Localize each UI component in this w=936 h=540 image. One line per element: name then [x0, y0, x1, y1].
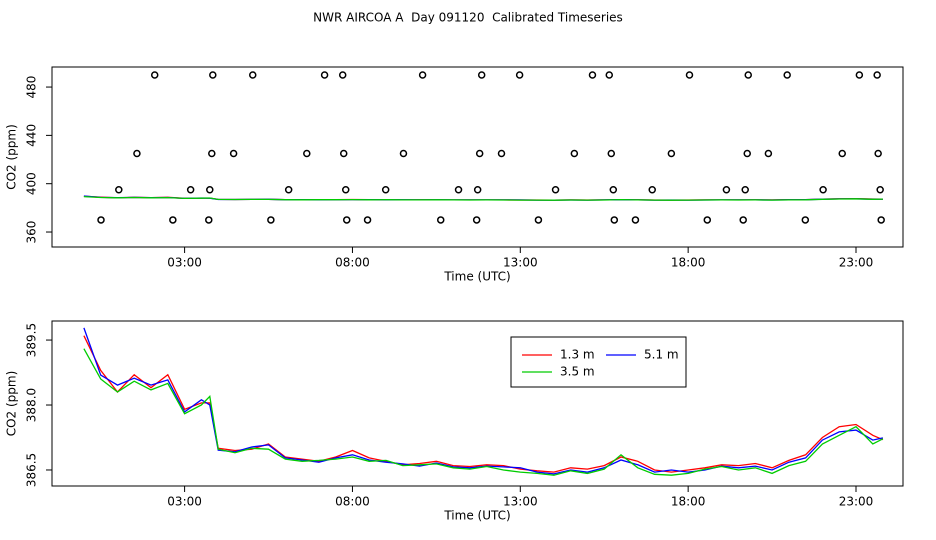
flag-point	[764, 149, 773, 158]
chart-title: NWR AIRCOA A Day 091120 Calibrated Times…	[313, 11, 623, 25]
y-tick-label: 389.5	[25, 323, 39, 357]
flag-point	[208, 149, 216, 158]
flag-point	[206, 185, 214, 194]
y-tick-label: 360	[25, 221, 39, 244]
flag-point	[570, 149, 579, 158]
flag-point	[515, 71, 524, 79]
flag-point	[648, 185, 656, 194]
x-tick-label: 03:00	[167, 495, 202, 509]
flag-point	[338, 71, 347, 79]
x-axis-label: Time (UTC)	[443, 509, 510, 523]
flag-point	[610, 216, 619, 224]
y-axis-label: CO2 (ppm)	[5, 124, 19, 190]
flag-point	[497, 149, 506, 158]
flag-point	[341, 185, 350, 194]
flag-point	[169, 216, 177, 224]
y-tick-label: 400	[25, 172, 39, 195]
series-line	[83, 327, 884, 475]
flag-point	[473, 185, 482, 194]
flag-point	[248, 71, 257, 79]
y-tick-label: 386.5	[25, 453, 39, 487]
flag-point	[685, 71, 694, 79]
flag-point	[475, 149, 484, 158]
flag-point	[97, 216, 105, 224]
x-tick-label: 23:00	[839, 256, 874, 270]
y-tick-label: 480	[25, 76, 39, 99]
series-line	[83, 195, 883, 201]
series-line	[83, 348, 884, 476]
flag-point	[588, 71, 597, 79]
flag-point	[609, 185, 618, 194]
plot-frame	[51, 320, 904, 487]
flag-point	[801, 216, 810, 224]
flag-point	[607, 149, 616, 158]
flag-point	[838, 149, 846, 158]
flag-point	[342, 216, 351, 224]
y-axis-label: CO2 (ppm)	[5, 371, 19, 437]
flag-point	[477, 71, 486, 79]
flag-point	[534, 216, 543, 224]
y-tick-label: 388.0	[25, 388, 39, 422]
x-tick-label: 13:00	[503, 256, 538, 270]
plot-frame	[51, 66, 904, 248]
flag-point	[605, 71, 614, 79]
flag-point	[744, 71, 752, 79]
flag-point	[551, 185, 560, 194]
flag-point	[150, 71, 159, 79]
flag-point	[399, 149, 408, 158]
flag-point	[320, 71, 329, 79]
flag-point	[363, 216, 372, 224]
flag-point	[783, 71, 791, 79]
y-tick-label: 440	[25, 124, 39, 147]
x-tick-label: 03:00	[167, 256, 202, 270]
flag-point	[339, 149, 348, 158]
flag-point	[436, 216, 445, 224]
flag-point	[739, 216, 747, 224]
flag-point	[303, 149, 311, 158]
flag-point	[229, 149, 238, 158]
flag-point	[267, 216, 275, 224]
legend-label: 5.1 m	[644, 348, 679, 362]
flag-point	[209, 71, 217, 79]
flag-point	[703, 216, 712, 224]
x-tick-label: 08:00	[335, 495, 370, 509]
x-axis-label: Time (UTC)	[443, 270, 510, 284]
flag-point	[133, 149, 141, 158]
flag-point	[418, 71, 427, 79]
x-tick-label: 23:00	[839, 495, 874, 509]
x-tick-label: 18:00	[671, 256, 706, 270]
x-tick-label: 08:00	[335, 256, 370, 270]
flag-point	[819, 185, 827, 194]
flag-point	[855, 71, 864, 79]
flag-point	[284, 185, 293, 194]
flag-point	[454, 185, 463, 194]
flag-point	[741, 185, 749, 194]
flag-point	[876, 185, 884, 194]
flag-point	[873, 71, 881, 79]
flag-point	[381, 185, 390, 194]
flag-point	[722, 185, 731, 194]
flag-point	[115, 185, 123, 194]
legend-label: 1.3 m	[560, 348, 595, 362]
x-tick-label: 13:00	[503, 495, 538, 509]
legend-label: 3.5 m	[560, 365, 595, 379]
flag-point	[667, 149, 676, 158]
legend-box	[510, 336, 687, 388]
flag-point	[874, 149, 882, 158]
flag-point	[743, 149, 751, 158]
flag-point	[877, 216, 885, 224]
flag-point	[205, 216, 213, 224]
flag-point	[472, 216, 481, 224]
x-tick-label: 18:00	[671, 495, 706, 509]
flag-point	[186, 185, 195, 194]
flag-point	[631, 216, 640, 224]
